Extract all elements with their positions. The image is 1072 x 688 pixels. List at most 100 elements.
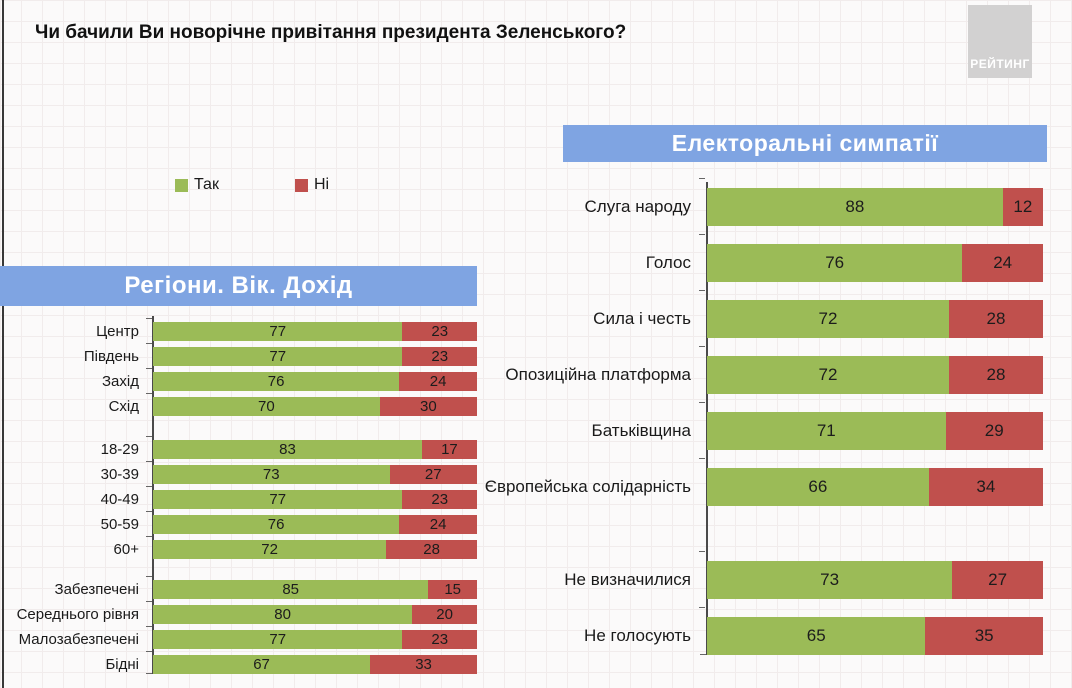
bar-row: Південь 77 23 <box>0 343 477 366</box>
category-label: 60+ <box>113 541 139 558</box>
bar-track: 77 23 <box>146 626 477 649</box>
legend: Так Ні <box>175 176 395 194</box>
bar-row: Центр 77 23 <box>0 318 477 341</box>
category-label: 50-59 <box>100 516 139 533</box>
category-label: Голос <box>645 253 691 272</box>
legend-item-yes: Так <box>175 176 219 194</box>
bar-segment-yes: 83 <box>153 440 422 459</box>
bar-segment-no: 17 <box>421 440 477 459</box>
bar-segment-yes: 72 <box>153 540 387 559</box>
bar-row: Європейська солідарність 66 34 <box>484 458 1043 506</box>
bar-row: 50-59 76 24 <box>0 511 477 534</box>
bar-segment-yes: 77 <box>153 490 403 509</box>
bar-group: Не визначилися 73 27 Не голосують 65 35 <box>507 551 1043 655</box>
bar-track: 72 28 <box>699 346 1043 394</box>
bar-row: Бідні 67 33 <box>0 651 477 674</box>
category-label: Схід <box>108 398 139 415</box>
legend-label-yes: Так <box>194 176 219 193</box>
bar-row: Опозиційна платформа 72 28 <box>505 346 1043 394</box>
bar-segment-no: 24 <box>399 372 477 391</box>
category-label: Захід <box>102 373 139 390</box>
left-chart-title: Регіони. Вік. Дохід <box>124 272 353 299</box>
logo-text: РЕЙТИНГ <box>970 57 1030 71</box>
category-label: 40-49 <box>100 491 139 508</box>
bar-track: 80 20 <box>146 601 477 624</box>
bar-track: 72 28 <box>699 290 1043 338</box>
bar-segment-no: 27 <box>389 465 477 484</box>
bar-track: 72 28 <box>146 536 477 559</box>
bar-segment-yes: 72 <box>707 300 949 338</box>
rating-group-logo: РЕЙТИНГ <box>968 5 1032 78</box>
category-label: Європейська солідарність <box>484 477 691 496</box>
bar-segment-no: 24 <box>962 244 1043 282</box>
bar-segment-no: 24 <box>399 515 477 534</box>
bar-segment-no: 20 <box>412 605 477 624</box>
regions-age-income-chart: Центр 77 23 Південь 77 23 Захід 76 24 Схід 70 30 18-… <box>0 316 477 674</box>
category-label: Опозиційна платформа <box>505 365 691 384</box>
slide-left-border <box>2 0 4 688</box>
bar-segment-no: 28 <box>948 300 1043 338</box>
bar-segment-no: 23 <box>402 490 477 509</box>
bar-group: Забезпечені 85 15 Середнього рівня 80 20 Малоз… <box>0 576 477 674</box>
bar-track: 85 15 <box>146 576 477 599</box>
bar-track: 73 27 <box>146 461 477 484</box>
bar-track: 83 17 <box>146 436 477 459</box>
bar-row: Не голосують 65 35 <box>507 607 1043 655</box>
bar-group: Слуга народу 88 12 Голос 76 24 Сила і честь 72 2… <box>484 178 1043 506</box>
bar-segment-no: 23 <box>402 322 477 341</box>
bar-track: 76 24 <box>146 368 477 391</box>
bar-segment-yes: 65 <box>707 617 926 655</box>
bar-row: Батьківщина 71 29 <box>507 402 1043 450</box>
bar-segment-yes: 72 <box>707 356 949 394</box>
bar-row: 30-39 73 27 <box>0 461 477 484</box>
category-label: Бідні <box>105 656 139 673</box>
bar-segment-yes: 73 <box>153 465 390 484</box>
category-label: Середнього рівня <box>16 606 139 623</box>
bar-track: 66 34 <box>699 458 1043 506</box>
bar-segment-no: 34 <box>928 468 1043 506</box>
bar-segment-no: 30 <box>379 397 477 416</box>
category-label: Не голосують <box>584 626 691 645</box>
bar-segment-yes: 73 <box>707 561 953 599</box>
bar-segment-yes: 76 <box>707 244 963 282</box>
bar-track: 70 30 <box>146 393 477 416</box>
category-label: Малозабезпечені <box>18 631 139 648</box>
bar-track: 65 35 <box>699 607 1043 655</box>
bar-track: 67 33 <box>146 651 477 674</box>
bar-track: 88 12 <box>699 178 1043 226</box>
bar-segment-yes: 66 <box>707 468 929 506</box>
bar-segment-no: 27 <box>952 561 1043 599</box>
legend-item-no: Ні <box>295 176 329 194</box>
bar-segment-no: 29 <box>945 412 1043 450</box>
bar-row: Голос 76 24 <box>507 234 1043 282</box>
bar-row: Схід 70 30 <box>0 393 477 416</box>
bar-segment-yes: 70 <box>153 397 380 416</box>
bar-track: 77 23 <box>146 318 477 341</box>
right-chart-title-banner: Електоральні симпатії <box>563 125 1047 162</box>
right-chart-title: Електоральні симпатії <box>671 130 939 156</box>
bar-row: 18-29 83 17 <box>0 436 477 459</box>
electoral-sympathies-chart: Слуга народу 88 12 Голос 76 24 Сила і честь 72 2… <box>484 178 1043 655</box>
page-title: Чи бачили Ви новорічне привітання презид… <box>35 22 627 43</box>
bar-group: 18-29 83 17 30-39 73 27 40-49 77 23 50-59 76 24 60+ 7… <box>0 436 477 559</box>
bar-segment-yes: 71 <box>707 412 946 450</box>
category-label: Батьківщина <box>591 421 691 440</box>
bar-row: Малозабезпечені 77 23 <box>0 626 477 649</box>
bar-segment-yes: 77 <box>153 347 403 366</box>
bar-segment-yes: 88 <box>707 188 1003 226</box>
bar-segment-no: 33 <box>370 655 477 674</box>
legend-swatch-yes-icon <box>175 178 188 192</box>
bar-segment-yes: 76 <box>153 515 400 534</box>
category-label: 18-29 <box>100 441 139 458</box>
bar-track: 77 23 <box>146 486 477 509</box>
legend-swatch-no-icon <box>295 178 308 192</box>
bar-track: 73 27 <box>699 551 1043 599</box>
bar-segment-no: 28 <box>948 356 1043 394</box>
bar-segment-yes: 76 <box>153 372 400 391</box>
bar-segment-yes: 77 <box>153 322 403 341</box>
category-label: Сила і честь <box>593 309 691 328</box>
bar-row: 60+ 72 28 <box>0 536 477 559</box>
bar-track: 77 23 <box>146 343 477 366</box>
bar-row: Не визначилися 73 27 <box>507 551 1043 599</box>
category-label: 30-39 <box>100 466 139 483</box>
